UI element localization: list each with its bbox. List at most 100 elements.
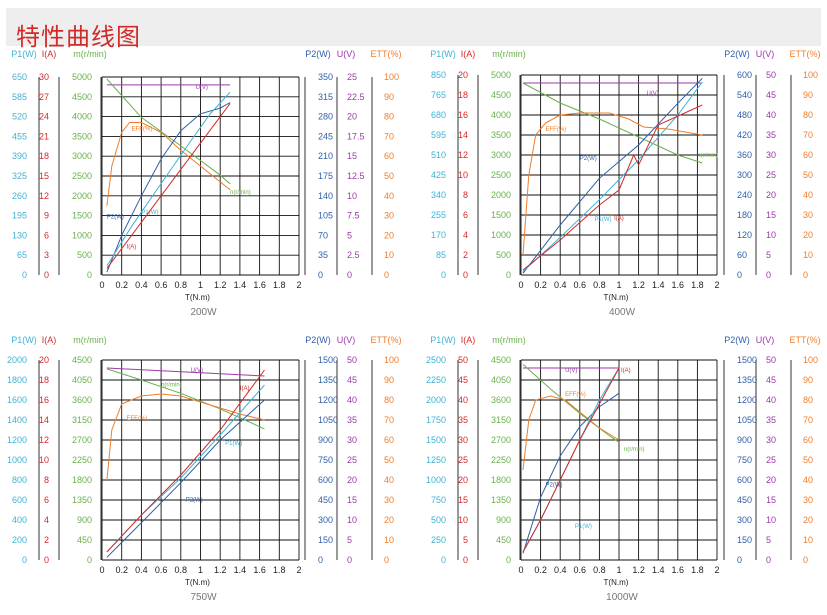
tick-label-p1: 595 xyxy=(431,130,446,140)
tick-label-n: 900 xyxy=(496,515,511,525)
series-label-p1: P1(W) xyxy=(575,524,592,530)
x-tick-label: 1.2 xyxy=(632,280,645,290)
tick-label-eff: 90 xyxy=(803,90,813,100)
tick-label-n: 1000 xyxy=(491,230,511,240)
x-tick-label: 1 xyxy=(198,565,203,575)
tick-label-p1: 260 xyxy=(12,191,27,201)
tick-label-p1: 600 xyxy=(12,495,27,505)
x-tick-label: 0.4 xyxy=(554,565,567,575)
x-tick-label: 1.2 xyxy=(632,565,645,575)
x-tick-label: 2 xyxy=(296,280,301,290)
tick-label-p2: 600 xyxy=(737,70,752,80)
chart-caption: 750W xyxy=(190,592,217,603)
tick-label-p2: 0 xyxy=(737,555,742,565)
x-tick-label: 1.4 xyxy=(652,280,665,290)
tick-label-eff: 30 xyxy=(384,495,394,505)
series-line-n xyxy=(522,82,703,164)
tick-label-p1: 680 xyxy=(431,110,446,120)
tick-label-n: 4050 xyxy=(491,375,511,385)
x-tick-label: 1.4 xyxy=(234,280,247,290)
x-tick-label: 0.6 xyxy=(155,280,168,290)
tick-label-i: 24 xyxy=(39,112,49,122)
tick-label-eff: 80 xyxy=(384,112,394,122)
tick-label-u: 45 xyxy=(766,90,776,100)
series-label-eff: EFF(%) xyxy=(565,392,586,398)
axis-label-eff: ETT(%) xyxy=(371,335,402,345)
tick-label-i: 35 xyxy=(458,415,468,425)
tick-label-p2: 600 xyxy=(318,475,333,485)
tick-label-i: 0 xyxy=(463,555,468,565)
tick-label-p2: 900 xyxy=(318,435,333,445)
x-tick-label: 0.4 xyxy=(135,565,148,575)
x-tick-label: 0.6 xyxy=(155,565,168,575)
tick-label-eff: 0 xyxy=(384,555,389,565)
tick-label-eff: 30 xyxy=(384,211,394,221)
tick-label-p2: 1350 xyxy=(737,375,757,385)
tick-label-eff: 10 xyxy=(803,535,813,545)
tick-label-u: 45 xyxy=(347,375,357,385)
x-tick-label: 1.4 xyxy=(234,565,247,575)
chart-caption: 400W xyxy=(609,307,636,318)
tick-label-u: 2.5 xyxy=(347,250,360,260)
series-label-p2: P2(W) xyxy=(107,214,124,220)
x-tick-label: 1 xyxy=(616,280,621,290)
tick-label-u: 50 xyxy=(347,355,357,365)
tick-label-p1: 455 xyxy=(12,131,27,141)
tick-label-p1: 1250 xyxy=(426,455,446,465)
x-axis-label: T(N.m) xyxy=(604,578,629,587)
tick-label-eff: 80 xyxy=(384,395,394,405)
x-tick-label: 1 xyxy=(198,280,203,290)
tick-label-u: 35 xyxy=(766,130,776,140)
tick-label-u: 30 xyxy=(766,435,776,445)
tick-label-i: 2 xyxy=(463,250,468,260)
tick-label-u: 50 xyxy=(766,70,776,80)
tick-label-p2: 540 xyxy=(737,90,752,100)
tick-label-p2: 175 xyxy=(318,171,333,181)
tick-label-p2: 450 xyxy=(737,495,752,505)
tick-label-eff: 90 xyxy=(384,92,394,102)
tick-label-i: 18 xyxy=(458,90,468,100)
x-tick-label: 0.6 xyxy=(574,565,587,575)
tick-label-eff: 50 xyxy=(803,455,813,465)
tick-label-i: 25 xyxy=(458,455,468,465)
tick-label-eff: 90 xyxy=(384,375,394,385)
tick-label-p2: 350 xyxy=(318,72,333,82)
title-bar: 特性曲线图 xyxy=(6,8,821,51)
tick-label-n: 1350 xyxy=(72,495,92,505)
tick-label-n: 4000 xyxy=(491,110,511,120)
tick-label-eff: 40 xyxy=(384,191,394,201)
tick-label-i: 40 xyxy=(458,395,468,405)
tick-label-p2: 1050 xyxy=(737,415,757,425)
axis-label-u: U(V) xyxy=(756,49,775,59)
tick-label-i: 14 xyxy=(39,415,49,425)
tick-label-p2: 300 xyxy=(737,170,752,180)
tick-label-p1: 2000 xyxy=(426,395,446,405)
tick-label-p2: 0 xyxy=(318,555,323,565)
x-tick-label: 1.6 xyxy=(253,280,266,290)
tick-label-p1: 500 xyxy=(431,515,446,525)
x-tick-label: 1.2 xyxy=(214,280,227,290)
tick-label-u: 40 xyxy=(766,395,776,405)
tick-label-eff: 60 xyxy=(803,435,813,445)
tick-label-eff: 40 xyxy=(384,475,394,485)
series-line-i xyxy=(106,103,231,269)
tick-label-p2: 1200 xyxy=(737,395,757,405)
axis-label-p1: P1(W) xyxy=(11,49,37,59)
x-axis-label: T(N.m) xyxy=(604,293,629,302)
series-label-u: U(V) xyxy=(191,368,203,374)
tick-label-p2: 450 xyxy=(318,495,333,505)
tick-label-u: 5 xyxy=(766,535,771,545)
tick-label-u: 40 xyxy=(347,395,357,405)
tick-label-u: 35 xyxy=(766,415,776,425)
tick-label-p2: 280 xyxy=(318,112,333,122)
tick-label-eff: 10 xyxy=(803,250,813,260)
series-label-n: n(r/min) xyxy=(697,153,718,159)
x-tick-label: 0.8 xyxy=(175,280,188,290)
x-tick-label: 0 xyxy=(518,565,523,575)
tick-label-eff: 40 xyxy=(803,190,813,200)
tick-label-p2: 750 xyxy=(318,455,333,465)
tick-label-eff: 20 xyxy=(384,515,394,525)
tick-label-eff: 50 xyxy=(803,170,813,180)
tick-label-p1: 1500 xyxy=(426,435,446,445)
x-tick-label: 1.8 xyxy=(691,565,704,575)
